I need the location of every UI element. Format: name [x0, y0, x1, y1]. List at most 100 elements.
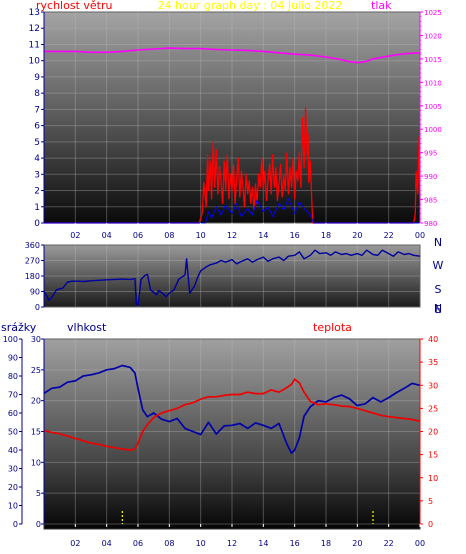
x-tick-label: 12	[227, 539, 237, 548]
wind-speed-tick-label: 11	[29, 40, 40, 50]
wind-speed-tick-label: 5	[34, 138, 40, 148]
wind-direction-tick-label: 270	[25, 257, 40, 266]
compass-label: N	[434, 302, 442, 315]
pressure-tick-label: 1015	[424, 56, 442, 64]
pressure-line	[44, 47, 421, 64]
rain-tick-label: 80	[8, 372, 18, 381]
humidity-temperature-gridlines	[44, 338, 421, 525]
temperature-tick-label: 25	[428, 404, 438, 413]
pressure-tick-label: 995	[424, 150, 437, 158]
rain-tick-label: 20	[8, 483, 18, 492]
rain-tick-label: 90	[8, 354, 18, 363]
wind-speed-tick-label: 1	[34, 203, 40, 213]
rain-tick-label: 10	[8, 502, 18, 511]
x-tick-label: 08	[164, 231, 174, 240]
rain-tick-label: 70	[8, 391, 18, 400]
compass-label: E	[435, 303, 442, 316]
wind-speed-tick-label: 10	[29, 57, 41, 67]
x-tick-label: 20	[352, 539, 362, 548]
x-tick-label: 10	[196, 539, 206, 548]
x-tick-label: 06	[133, 539, 143, 548]
humidity-tick-label: 25	[31, 366, 41, 375]
pressure-axis-title: tlak	[371, 0, 392, 12]
compass-label: N	[434, 236, 442, 249]
wind-pressure-panel: 0123456789101112139809859909951000100510…	[29, 0, 442, 240]
wind-direction-tick-label: 90	[30, 288, 40, 297]
humidity-tick-label: 5	[36, 489, 41, 498]
wind-pressure-series	[44, 47, 421, 224]
x-tick-label: 22	[384, 231, 394, 240]
wind-speed-tick-label: 4	[34, 154, 40, 164]
temperature-axis-title: teplota	[313, 321, 352, 334]
pressure-tick-label: 980	[424, 220, 437, 228]
humidity-temperature-series	[43, 364, 421, 524]
x-tick-label: 14	[258, 539, 268, 548]
humidity-tick-label: 0	[36, 520, 41, 529]
wind-speed-tick-label: 8	[34, 89, 40, 99]
temperature-tick-label: 40	[428, 335, 438, 344]
pressure-tick-label: 1005	[424, 103, 442, 111]
x-tick-label: 20	[352, 231, 362, 240]
x-tick-label: 02	[70, 539, 80, 548]
x-tick-label: 12	[227, 231, 237, 240]
x-tick-label: 04	[102, 231, 112, 240]
wind-speed-tick-label: 2	[34, 187, 40, 197]
temperature-tick-label: 35	[428, 358, 438, 367]
x-tick-label: 00	[415, 539, 425, 548]
temperature-tick-label: 5	[428, 497, 433, 506]
x-tick-label: 22	[384, 539, 394, 548]
wind-direction-series	[43, 249, 421, 306]
wind-speed-axis-title: rychlost větru	[36, 0, 112, 12]
wind_speed-line	[44, 107, 421, 224]
pressure-tick-label: 1010	[424, 79, 442, 87]
compass-label: W	[433, 259, 444, 272]
wind-speed-tick-label: 13	[29, 8, 40, 18]
humidity-axis-title: vlhkost	[67, 321, 107, 334]
rain-tick-label: 40	[8, 446, 18, 455]
wind-speed-tick-label: 12	[29, 24, 40, 34]
wind-pressure-axes: 0123456789101112139809859909951000100510…	[29, 8, 442, 240]
rain-axis-title: srážky	[1, 321, 37, 334]
graph-title: 24 hour graph day : 04 Julio 2022	[158, 0, 343, 12]
pressure-tick-label: 1000	[424, 126, 442, 134]
pressure-tick-label: 985	[424, 197, 437, 205]
wind-speed-tick-label: 0	[34, 219, 40, 229]
x-tick-label: 00	[415, 231, 425, 240]
wind-direction-tick-label: 0	[35, 303, 40, 312]
x-tick-label: 14	[258, 231, 268, 240]
x-tick-label: 18	[321, 539, 331, 548]
rain-tick-label: 60	[8, 409, 18, 418]
temperature-tick-label: 15	[428, 451, 438, 460]
temperature-line	[43, 378, 421, 451]
wind-direction-tick-label: 180	[25, 272, 40, 281]
x-tick-label: 04	[102, 539, 112, 548]
pressure-tick-label: 1020	[424, 32, 442, 40]
x-tick-label: 16	[290, 231, 300, 240]
temperature-tick-label: 20	[428, 428, 438, 437]
x-tick-label: 10	[196, 231, 206, 240]
wind-speed-tick-label: 7	[34, 105, 40, 115]
x-tick-label: 02	[70, 231, 80, 240]
humidity-tick-label: 30	[31, 335, 41, 344]
wind_dir-line	[43, 249, 421, 306]
humidity-line	[43, 364, 421, 454]
rain-tick-label: 100	[3, 335, 18, 344]
humidity-tick-label: 15	[31, 428, 41, 437]
x-tick-label: 18	[321, 231, 331, 240]
wind-direction-tick-label: 360	[25, 241, 40, 250]
pressure-tick-label: 990	[424, 173, 437, 181]
humidity-temperature-axes: 0510152025300102030405060708090100051015…	[3, 335, 438, 548]
wind-speed-tick-label: 6	[34, 122, 40, 132]
compass-label: S	[435, 283, 442, 296]
humidity-temperature-panel: 0510152025300102030405060708090100051015…	[1, 321, 438, 548]
x-tick-label: 16	[290, 539, 300, 548]
x-tick-label: 08	[164, 539, 174, 548]
temperature-tick-label: 0	[428, 520, 433, 529]
humidity-tick-label: 10	[31, 458, 41, 467]
wind-speed-tick-label: 9	[34, 73, 40, 83]
rain-tick-label: 50	[8, 428, 18, 437]
pressure-tick-label: 1025	[424, 9, 442, 17]
